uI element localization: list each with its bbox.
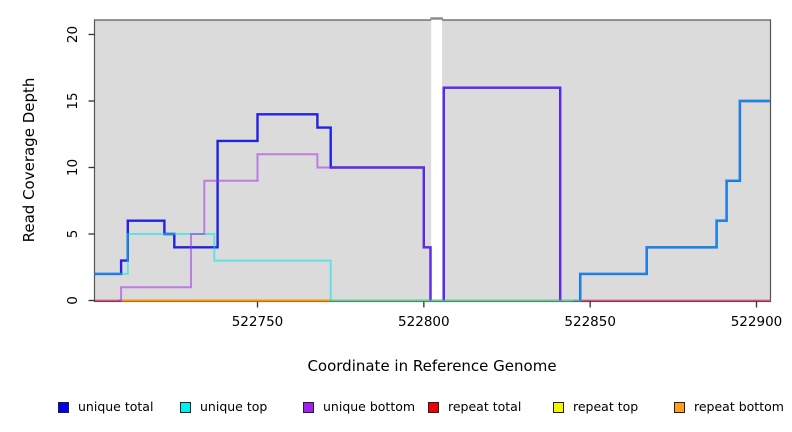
legend-swatch [180, 401, 191, 413]
legend-item-repeat-bottom: repeat bottom [674, 399, 784, 415]
y-tick-label: 20 [65, 26, 81, 43]
legend-label: repeat bottom [694, 399, 784, 414]
legend-item-repeat-top: repeat top [553, 399, 638, 415]
legend-label: repeat total [448, 399, 522, 414]
y-tick-label: 15 [65, 92, 81, 109]
legend-item-unique-total: unique total [58, 399, 153, 415]
legend-label: unique bottom [323, 399, 416, 414]
series-line-unique-bottom [117, 153, 432, 302]
y-tick-label: 5 [65, 230, 81, 239]
legend-item-repeat-total: repeat total [428, 399, 521, 415]
x-tick-label: 522900 [731, 314, 783, 330]
series-line-unique-bottom [442, 86, 562, 301]
x-axis-title: Coordinate in Reference Genome [307, 357, 557, 375]
x-tick-label: 522850 [564, 314, 616, 330]
legend-item-unique-top: unique top [180, 399, 267, 415]
legend-label: unique total [78, 399, 154, 414]
legend-label: unique top [200, 399, 268, 414]
x-tick-label: 522800 [398, 314, 450, 330]
y-tick-label: 0 [65, 296, 81, 305]
legend-swatch [553, 401, 564, 413]
x-tick-label: 522750 [232, 314, 284, 330]
legend-swatch [674, 401, 685, 413]
legend-swatch [303, 401, 314, 413]
legend-item-unique-bottom: unique bottom [303, 399, 415, 415]
y-axis-title: Read Coverage Depth [20, 77, 38, 243]
legend-swatch [428, 401, 439, 413]
no-data-gap [431, 15, 443, 300]
y-tick-label: 10 [65, 159, 81, 176]
legend-label: repeat top [573, 399, 639, 414]
legend-swatch [58, 401, 69, 413]
